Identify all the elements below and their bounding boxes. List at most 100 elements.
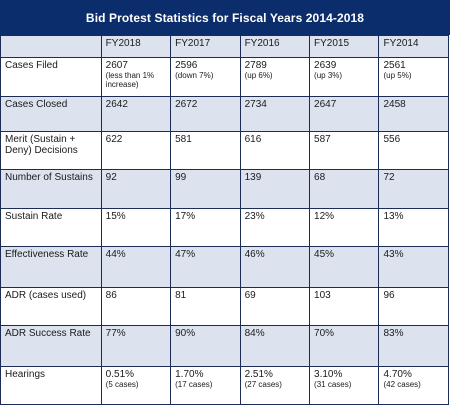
row-label: Hearings — [0, 366, 102, 405]
table-cell: 2647 — [309, 96, 380, 132]
cell-value: 90% — [175, 328, 196, 339]
cell-value: 587 — [314, 134, 331, 145]
cell-value: 1.70% — [175, 369, 204, 380]
table-cell: 84% — [239, 325, 311, 367]
table-row: Hearings 0.51% (5 cases) 1.70% (17 cases) … — [0, 366, 449, 405]
table-cell: 2642 — [100, 96, 172, 132]
table-cell: 2.51% (27 cases) — [239, 366, 311, 405]
table-cell: 2607 (less than 1% increase) — [100, 57, 172, 97]
table-row: Cases Filed 2607 (less than 1% increase) … — [0, 57, 449, 97]
cell-value: 72 — [383, 172, 395, 183]
cell-note: (5 cases) — [105, 380, 139, 389]
table-cell: 1.70% (17 cases) — [170, 366, 241, 405]
table-cell: 69 — [239, 287, 311, 326]
table-cell: 70% — [309, 325, 380, 367]
cell-note: (42 cases) — [383, 380, 421, 389]
cell-value: 2.51% — [244, 369, 273, 380]
cell-note: (up 6%) — [244, 71, 273, 80]
cell-value: 2607 — [105, 60, 128, 71]
cell-value: 45% — [314, 249, 335, 260]
table-cell: 616 — [239, 131, 311, 170]
table-cell: 13% — [378, 208, 449, 247]
cell-value: 2642 — [105, 99, 128, 110]
cell-value: 70% — [314, 328, 335, 339]
header-row: FY2018 FY2017 FY2016 FY2015 FY2014 — [0, 35, 449, 58]
stats-table: FY2018 FY2017 FY2016 FY2015 FY2014 Cases… — [0, 35, 449, 405]
row-label: Cases Closed — [0, 96, 102, 132]
table-cell: 103 — [309, 287, 380, 326]
cell-value: 86 — [105, 290, 117, 301]
table-cell: 96 — [378, 287, 449, 326]
cell-value: 13% — [383, 211, 404, 222]
table-cell: 46% — [239, 246, 311, 288]
cell-value: 3.10% — [314, 369, 343, 380]
row-label: Cases Filed — [0, 57, 102, 97]
header-cell-empty — [0, 35, 102, 58]
cell-note: (up 5%) — [383, 71, 412, 80]
cell-value: 139 — [244, 172, 262, 183]
cell-value: 43% — [383, 249, 404, 260]
table-row: Sustain Rate 15% 17% 23% 12% 13% — [0, 208, 449, 247]
row-label: ADR Success Rate — [0, 325, 102, 367]
cell-value: 17% — [175, 211, 196, 222]
cell-value: 2561 — [383, 60, 406, 71]
cell-value: 581 — [175, 134, 192, 145]
table-cell: 43% — [378, 246, 449, 288]
header-cell-fy2014: FY2014 — [378, 35, 449, 58]
cell-value: 2734 — [244, 99, 267, 110]
table-cell: 68 — [309, 169, 380, 209]
table-cell: 77% — [100, 325, 172, 367]
table-cell: 12% — [309, 208, 380, 247]
table-cell: 2596 (down 7%) — [170, 57, 241, 97]
cell-value: 81 — [175, 290, 187, 301]
table-cell: 2458 — [378, 96, 449, 132]
header-cell-fy2016: FY2016 — [239, 35, 311, 58]
table-cell: 0.51% (5 cases) — [100, 366, 172, 405]
cell-value: 616 — [244, 134, 262, 145]
table-row: Merit (Sustain + Deny) Decisions 622 581… — [0, 131, 449, 170]
table-cell: 4.70% (42 cases) — [378, 366, 449, 405]
table-cell: 2672 — [170, 96, 241, 132]
row-label: Merit (Sustain + Deny) Decisions — [0, 131, 102, 170]
cell-value: 2789 — [244, 60, 267, 71]
cell-note: (17 cases) — [175, 380, 213, 389]
cell-value: 2458 — [383, 99, 406, 110]
row-label: Effectiveness Rate — [0, 246, 102, 288]
table-title: Bid Protest Statistics for Fiscal Years … — [0, 0, 450, 35]
cell-value: 23% — [244, 211, 265, 222]
cell-value: 92 — [105, 172, 117, 183]
table-cell: 81 — [170, 287, 241, 326]
row-label: Sustain Rate — [0, 208, 102, 247]
cell-note: (up 3%) — [314, 71, 343, 80]
table-cell: 23% — [239, 208, 311, 247]
table-cell: 2789 (up 6%) — [239, 57, 311, 97]
table-cell: 17% — [170, 208, 241, 247]
table-cell: 3.10% (31 cases) — [309, 366, 380, 405]
cell-value: 2639 — [314, 60, 337, 71]
cell-value: 15% — [105, 211, 126, 222]
cell-value: 2672 — [175, 99, 198, 110]
table-row: ADR Success Rate 77% 90% 84% 70% 83% — [0, 325, 449, 367]
cell-note: (27 cases) — [244, 380, 282, 389]
table-cell: 99 — [170, 169, 241, 209]
cell-value: 83% — [383, 328, 404, 339]
cell-value: 99 — [175, 172, 187, 183]
cell-note: (31 cases) — [314, 380, 352, 389]
table-cell: 2734 — [239, 96, 311, 132]
cell-value: 556 — [383, 134, 401, 145]
table-cell: 587 — [309, 131, 380, 170]
cell-value: 0.51% — [105, 369, 135, 380]
cell-value: 77% — [105, 328, 126, 339]
cell-value: 69 — [244, 290, 256, 301]
table-row: Number of Sustains 92 99 139 68 72 — [0, 169, 449, 209]
cell-value: 96 — [383, 290, 395, 301]
table-cell: 622 — [100, 131, 172, 170]
cell-value: 12% — [314, 211, 335, 222]
table-cell: 2561 (up 5%) — [378, 57, 449, 97]
cell-value: 68 — [314, 172, 326, 183]
table-cell: 45% — [309, 246, 380, 288]
table-cell: 86 — [100, 287, 172, 326]
table-cell: 72 — [378, 169, 449, 209]
cell-value: 46% — [244, 249, 265, 260]
